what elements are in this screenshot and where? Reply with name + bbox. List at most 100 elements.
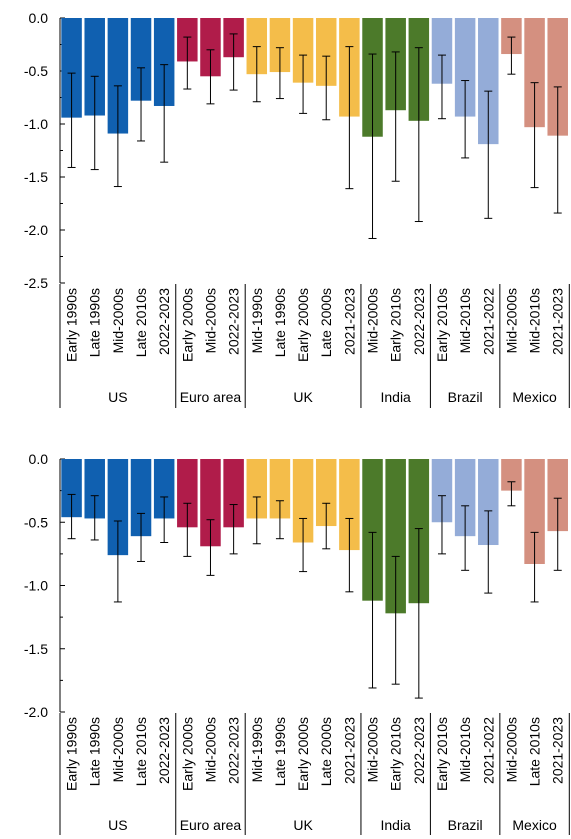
category-label: Late 2000s [318, 288, 334, 357]
category-label: Early 2000s [295, 288, 311, 362]
category-label: 2022-2023 [226, 717, 242, 784]
panel-1: 0.0 -0.5 -1.0 -1.5 -2.0 -2.5 Early 1990s Late 1… [24, 10, 570, 408]
y-tick-label: -2.0 [24, 222, 48, 238]
bar [61, 18, 82, 118]
category-label: Early 1990s [64, 717, 80, 791]
y-tick-label: 0.0 [29, 10, 49, 26]
category-label: 2022-2023 [411, 717, 427, 784]
bar [107, 18, 129, 134]
group-label: UK [293, 389, 313, 405]
category-label: Late 1990s [87, 717, 103, 786]
bar [200, 459, 221, 547]
category-label: Early 2010s [388, 288, 404, 362]
bar [246, 18, 268, 75]
bar [130, 18, 152, 101]
bar [246, 459, 268, 519]
category-label: Mid-1990s [249, 717, 265, 782]
category-label: Mid-2000s [110, 288, 126, 353]
category-label: 2021-2022 [480, 717, 496, 784]
bar [478, 459, 499, 546]
category-label: Early 2010s [434, 288, 450, 362]
group-label: US [108, 389, 127, 405]
y-tick-label: -1.0 [24, 578, 48, 594]
bar [84, 18, 105, 116]
category-label: Mid-2010s [457, 717, 473, 782]
bar [153, 459, 175, 519]
bar [84, 459, 105, 519]
category-label: Mid-2000s [503, 717, 519, 782]
bar [454, 459, 476, 537]
group-label: UK [293, 817, 313, 833]
bar [315, 18, 337, 86]
bar [339, 459, 360, 551]
category-label: 2021-2023 [341, 288, 357, 355]
category-label: Mid-2010s [457, 288, 473, 353]
category-label: Early 2010s [388, 717, 404, 791]
category-label: 2022-2023 [156, 717, 172, 784]
bar [454, 18, 476, 117]
category-label: Mid-2000s [365, 717, 381, 782]
bar [431, 18, 453, 84]
panel-2: 0.0 -0.5 -1.0 -1.5 -2.0 Early 1990s Late 1990s… [24, 451, 570, 835]
group-label: Brazil [448, 817, 483, 833]
y-tick-label: 0.0 [29, 451, 49, 467]
bar [292, 18, 314, 83]
bar [292, 459, 314, 543]
bar [501, 18, 522, 55]
category-label: Early 1990s [64, 288, 80, 362]
category-label: Mid-2000s [365, 288, 381, 353]
bar [130, 459, 152, 537]
bar [501, 459, 522, 491]
bar [61, 459, 82, 518]
category-label: Late 2000s [318, 717, 334, 786]
category-label: Early 2000s [295, 717, 311, 791]
bar [153, 18, 175, 106]
category-label: Mid-1990s [249, 288, 265, 353]
category-label: 2021-2022 [480, 288, 496, 355]
category-label: Late 2010s [133, 288, 149, 357]
y-tick-label: -0.5 [24, 63, 48, 79]
category-label: Mid-2000s [202, 717, 218, 782]
y-tick-label: -1.5 [24, 641, 48, 657]
bar [200, 18, 221, 77]
group-label: India [380, 817, 411, 833]
category-label: Early 2000s [179, 717, 195, 791]
bar [431, 459, 453, 523]
category-label: 2021-2023 [550, 717, 566, 784]
group-label: India [380, 389, 411, 405]
category-label: 2022-2023 [226, 288, 242, 355]
bar [269, 18, 291, 73]
category-label: Mid-2000s [503, 288, 519, 353]
category-label: Early 2000s [179, 288, 195, 362]
bar [524, 18, 545, 128]
category-label: Early 2010s [434, 717, 450, 791]
y-tick-label: -2.0 [24, 704, 48, 720]
bar [107, 459, 129, 556]
bar [362, 459, 383, 601]
category-label: Mid-2010s [527, 288, 543, 353]
category-label: 2022-2023 [411, 288, 427, 355]
bar [315, 459, 337, 527]
category-label: Mid-2000s [202, 288, 218, 353]
category-label: Late 2010s [527, 717, 543, 786]
group-label: Mexico [512, 817, 557, 833]
bar [223, 459, 244, 528]
group-label: US [108, 817, 127, 833]
y-tick-label: -1.0 [24, 116, 48, 132]
category-label: Late 1990s [87, 288, 103, 357]
y-tick-label: -2.5 [24, 275, 48, 291]
group-label: Mexico [512, 389, 557, 405]
category-label: 2021-2023 [341, 717, 357, 784]
category-label: 2021-2023 [550, 288, 566, 355]
category-label: Late 2010s [133, 717, 149, 786]
y-tick-label: -1.5 [24, 169, 48, 185]
category-label: 2022-2023 [156, 288, 172, 355]
category-label: Mid-2000s [110, 717, 126, 782]
bar [547, 459, 568, 532]
bar [385, 459, 406, 614]
bar [547, 18, 568, 136]
group-label: Brazil [448, 389, 483, 405]
bar [524, 459, 545, 564]
category-label: Late 1990s [272, 288, 288, 357]
